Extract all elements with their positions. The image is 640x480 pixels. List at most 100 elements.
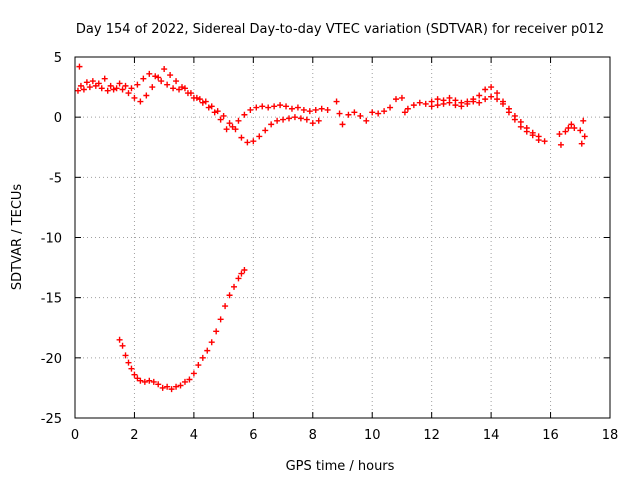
data-point bbox=[247, 106, 254, 113]
data-point bbox=[375, 110, 382, 117]
series-upper-track-b bbox=[74, 70, 331, 133]
x-tick-label: 0 bbox=[71, 428, 79, 443]
data-point bbox=[476, 92, 483, 99]
data-point bbox=[128, 365, 135, 372]
data-point bbox=[141, 378, 148, 385]
x-tick-label: 6 bbox=[249, 428, 257, 443]
data-point bbox=[235, 117, 242, 124]
data-point bbox=[557, 141, 564, 148]
data-point bbox=[253, 104, 260, 111]
series-middle-track-b bbox=[428, 93, 542, 144]
data-point bbox=[195, 362, 202, 369]
data-point bbox=[143, 92, 150, 99]
data-point bbox=[149, 84, 156, 91]
data-point bbox=[357, 112, 364, 119]
data-point bbox=[217, 316, 224, 323]
series-tail-track bbox=[556, 117, 588, 148]
data-point bbox=[74, 87, 81, 94]
data-point bbox=[500, 100, 506, 107]
data-point bbox=[208, 339, 215, 346]
data-point bbox=[241, 266, 248, 273]
x-tick-label: 8 bbox=[309, 428, 317, 443]
data-point bbox=[300, 106, 307, 113]
x-tick-label: 2 bbox=[130, 428, 138, 443]
data-point bbox=[470, 98, 477, 105]
data-point bbox=[211, 109, 218, 116]
data-point bbox=[577, 127, 584, 134]
data-point bbox=[186, 376, 193, 383]
data-point bbox=[434, 96, 441, 103]
series-upper-track-a bbox=[76, 63, 322, 146]
data-point bbox=[137, 377, 144, 384]
data-point bbox=[92, 82, 99, 89]
data-point bbox=[363, 117, 370, 124]
data-point bbox=[167, 72, 174, 79]
data-point bbox=[177, 382, 184, 389]
data-point bbox=[205, 104, 212, 111]
data-point bbox=[77, 82, 84, 89]
data-point bbox=[541, 138, 548, 145]
data-point bbox=[125, 359, 132, 366]
grid-layer bbox=[75, 57, 610, 418]
data-point bbox=[452, 102, 459, 109]
data-point bbox=[137, 98, 144, 105]
data-point bbox=[214, 108, 221, 115]
x-tick-label: 12 bbox=[423, 428, 440, 443]
data-point bbox=[312, 106, 319, 113]
data-point bbox=[113, 85, 120, 92]
data-point bbox=[116, 80, 123, 87]
data-point bbox=[318, 105, 325, 112]
data-point bbox=[204, 347, 211, 354]
data-point bbox=[306, 108, 313, 115]
data-point bbox=[168, 386, 175, 393]
data-point bbox=[393, 96, 399, 103]
data-point bbox=[571, 124, 578, 131]
data-point bbox=[271, 103, 278, 110]
data-point bbox=[410, 102, 417, 109]
data-point bbox=[505, 109, 512, 116]
data-point bbox=[565, 124, 572, 131]
data-point bbox=[256, 133, 263, 140]
data-point bbox=[161, 66, 168, 73]
data-point bbox=[286, 115, 292, 122]
data-point bbox=[222, 303, 229, 310]
data-point bbox=[324, 106, 331, 113]
data-point bbox=[381, 108, 388, 115]
data-point bbox=[173, 78, 180, 85]
data-point bbox=[223, 126, 230, 133]
data-point bbox=[101, 75, 108, 82]
data-point bbox=[150, 378, 157, 385]
data-point bbox=[458, 103, 465, 110]
data-point bbox=[440, 100, 447, 107]
x-tick-label: 10 bbox=[364, 428, 381, 443]
data-point bbox=[202, 98, 209, 105]
data-point bbox=[193, 94, 200, 101]
data-point bbox=[159, 384, 166, 391]
y-tick-label: 0 bbox=[54, 111, 62, 126]
data-point bbox=[488, 84, 495, 91]
x-tick-label: 18 bbox=[602, 428, 619, 443]
data-point bbox=[226, 120, 233, 127]
data-point bbox=[181, 378, 188, 385]
data-point bbox=[119, 86, 126, 93]
data-point bbox=[146, 70, 153, 77]
data-point bbox=[274, 117, 281, 124]
data-point bbox=[259, 103, 266, 110]
x-axis-label: GPS time / hours bbox=[286, 459, 395, 474]
data-point bbox=[562, 128, 569, 135]
data-point bbox=[511, 116, 518, 123]
data-point bbox=[158, 78, 165, 85]
data-point bbox=[164, 81, 171, 88]
data-point bbox=[98, 85, 105, 92]
data-point bbox=[110, 86, 117, 93]
data-point bbox=[125, 90, 132, 97]
data-point bbox=[315, 117, 322, 124]
data-point bbox=[152, 73, 159, 80]
data-point bbox=[422, 100, 429, 107]
data-point bbox=[303, 116, 310, 123]
data-point bbox=[190, 370, 197, 377]
data-point bbox=[187, 90, 194, 97]
data-point bbox=[277, 102, 284, 109]
